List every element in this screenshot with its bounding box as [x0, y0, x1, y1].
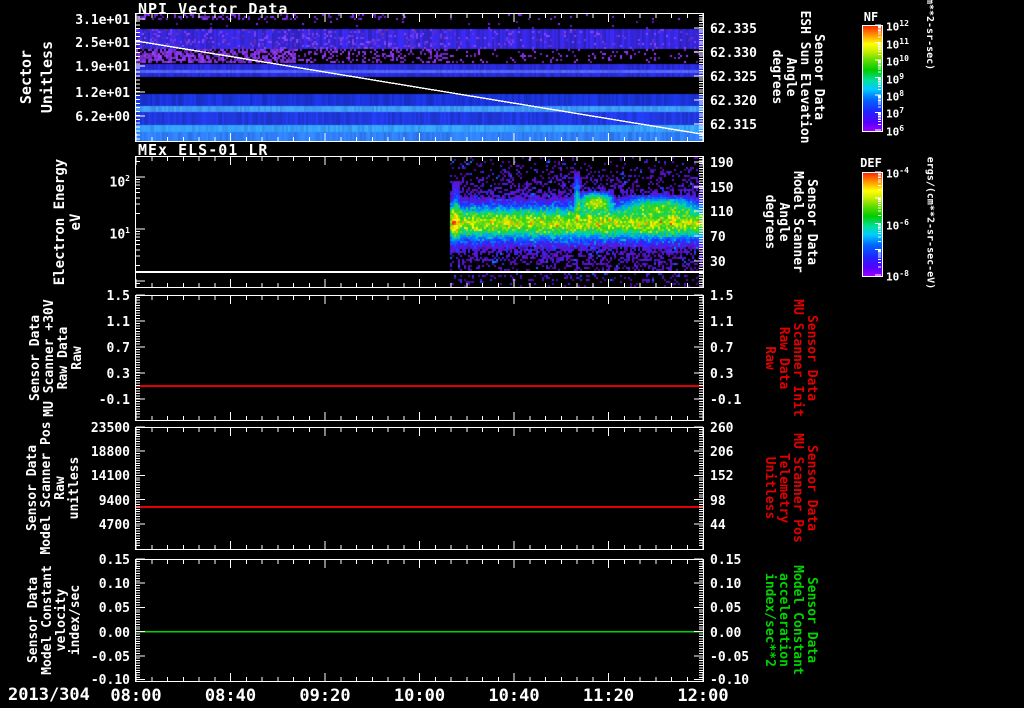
- npi-ytick-left: 6.2e+00: [75, 109, 130, 125]
- colorbar-nf-title: NF: [863, 10, 879, 24]
- def-colorbar-ticks: [875, 171, 881, 276]
- x-axis-date-label: 2013/304: [8, 685, 90, 705]
- els-ytick-right: 110: [710, 204, 734, 220]
- def-cb-tick: 10-6: [886, 217, 909, 233]
- colorbar-def-title: DEF: [860, 156, 882, 170]
- npi-spectrogram: [136, 14, 703, 141]
- nf-cb-tick: 106: [886, 124, 905, 139]
- npi-axes: [135, 13, 704, 142]
- nf-cb-tick: 1011: [886, 36, 909, 52]
- mu30-left-axis-title: Sensor Data MU Scanner +30V Raw Data Raw: [28, 299, 85, 417]
- npi-ytick-right: 62.320: [710, 93, 757, 109]
- nf-cb-tick: 109: [886, 71, 905, 87]
- npi-ytick-left: 1.9e+01: [75, 59, 130, 75]
- modelconst-axes: [135, 558, 704, 682]
- modelconst-ytick-left: -0.05: [90, 649, 130, 665]
- els-overlays: [136, 270, 703, 273]
- modelconst-ytick-right: -0.05: [710, 649, 750, 665]
- els-spectrogram: [136, 157, 703, 287]
- mu30-ytick-left: 1.1: [106, 314, 130, 330]
- scanpos-ytick-right: 206: [710, 445, 734, 461]
- x-tick-label: 10:40: [488, 686, 540, 706]
- scanpos-ytick-right: 260: [710, 421, 734, 436]
- modelconst-ytick-right: 0.15: [710, 553, 742, 568]
- npi-ytick-left: 2.5e+01: [75, 35, 130, 51]
- nf-cb-tick: 1010: [886, 53, 909, 69]
- els-ytick-right: 190: [710, 155, 734, 171]
- npi-left-axis-title: Sector Unitless: [17, 40, 56, 114]
- x-tick-label: 11:20: [582, 686, 635, 706]
- def-cb-tick: 10-4: [886, 166, 909, 181]
- x-tick-label: 09:20: [299, 686, 351, 706]
- nf-colorbar-ticks: [875, 24, 881, 131]
- npi-ytick-right: 62.335: [710, 21, 757, 37]
- modelconst-ytick-left: 0.10: [98, 577, 130, 593]
- mu30-axes: [135, 294, 704, 421]
- nf-cb-tick: 1012: [886, 19, 909, 34]
- els-ytick-right: 70: [710, 229, 726, 245]
- colorbar-def-unit: ergs/(cm**2-sr-sec-eV): [924, 156, 936, 290]
- npi-ytick-right: 62.315: [710, 117, 757, 133]
- scanpos-axes: [135, 426, 704, 550]
- nf-cb-tick: 107: [886, 106, 905, 122]
- scanpos-ytick-right: 44: [710, 517, 726, 533]
- scanpos-ytick-left: 9400: [98, 493, 130, 509]
- scanpos-ytick-left: 14100: [90, 469, 130, 485]
- npi-ytick-left: 3.1e+01: [75, 12, 130, 28]
- mu30-ytick-right: 0.3: [710, 366, 734, 382]
- els-ytick-right: 30: [710, 255, 726, 271]
- npi-ytick-right: 62.330: [710, 45, 757, 61]
- scanpos-ytick-right: 98: [710, 493, 726, 509]
- modelconst-ytick-left: 0.15: [98, 553, 130, 568]
- modelconst-ytick-right: 0.10: [710, 577, 742, 593]
- mu30-ytick-right: 1.1: [710, 314, 734, 330]
- modelconst-ytick-left: 0.00: [98, 625, 130, 641]
- els-ytick-left: 101: [109, 226, 130, 243]
- modelconst-ytick-right: 0.00: [710, 625, 742, 641]
- mu30-ytick-right: -0.1: [710, 392, 742, 408]
- colorbar-nf: [862, 25, 883, 132]
- mu30-ytick-left: -0.1: [98, 392, 130, 408]
- npi-ytick-left: 1.2e+01: [75, 85, 130, 101]
- npi-ytick-right: 62.325: [710, 69, 757, 85]
- modelconst-ytick-right: -0.10: [710, 673, 750, 689]
- mu30-ytick-left: 0.3: [106, 366, 130, 382]
- scanpos-ytick-left: 4700: [98, 517, 130, 533]
- panel-title-els: MEx ELS-01 LR: [138, 141, 269, 159]
- modelconst-ytick-left: -0.10: [90, 673, 130, 689]
- colorbar-nf-unit: cnts/(cm**2-sr-sec): [924, 0, 935, 71]
- x-tick-label: 08:40: [204, 686, 257, 706]
- mu30-overlays: [136, 385, 703, 387]
- x-tick-label: 08:00: [110, 686, 162, 706]
- mu30-ytick-right: 0.7: [710, 340, 734, 356]
- els-ytick-left: 102: [109, 174, 130, 191]
- mu30-ytick-left: 1.5: [106, 289, 130, 304]
- mu30-ytick-left: 0.7: [106, 340, 130, 356]
- x-tick-label: 12:00: [677, 686, 729, 706]
- scanpos-ytick-left: 18800: [90, 445, 130, 461]
- els-axes: [135, 156, 704, 288]
- modelconst-ytick-left: 0.05: [98, 601, 130, 617]
- els-ytick-right: 150: [710, 180, 734, 196]
- nf-cb-tick: 108: [886, 89, 905, 104]
- scanpos-ytick-left: 23500: [90, 421, 130, 436]
- els-left-axis-title: Electron Energy eV: [52, 158, 84, 286]
- def-cb-tick: 10-8: [886, 269, 909, 284]
- x-tick-label: 10:00: [393, 686, 446, 706]
- npi-overlays: [135, 40, 704, 135]
- mu30-ytick-right: 1.5: [710, 289, 734, 304]
- modelconst-overlays: [136, 630, 703, 633]
- scanpos-overlays: [136, 506, 703, 508]
- scanpos-ytick-right: 152: [710, 469, 734, 485]
- modelconst-ytick-right: 0.05: [710, 601, 742, 617]
